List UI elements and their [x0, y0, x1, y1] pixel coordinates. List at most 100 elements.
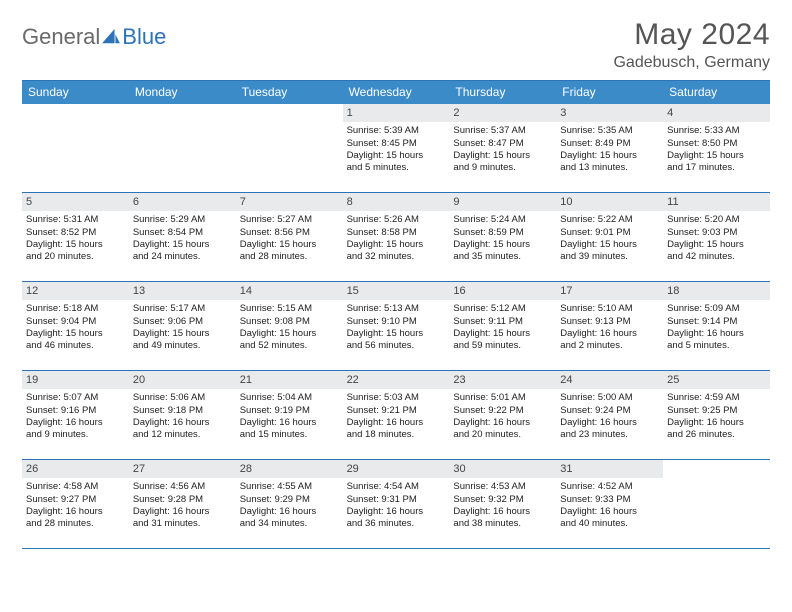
day-cell: 3Sunrise: 5:35 AMSunset: 8:49 PMDaylight…	[556, 104, 663, 192]
daylight1-text: Daylight: 15 hours	[347, 328, 446, 340]
day-cell: 5Sunrise: 5:31 AMSunset: 8:52 PMDaylight…	[22, 193, 129, 281]
day-cell: 11Sunrise: 5:20 AMSunset: 9:03 PMDayligh…	[663, 193, 770, 281]
day-number: 27	[129, 460, 236, 478]
day-cell: 23Sunrise: 5:01 AMSunset: 9:22 PMDayligh…	[449, 371, 556, 459]
weeks-grid: 1Sunrise: 5:39 AMSunset: 8:45 PMDaylight…	[22, 104, 770, 549]
daylight2-text: and 13 minutes.	[560, 162, 659, 174]
day-cell: 13Sunrise: 5:17 AMSunset: 9:06 PMDayligh…	[129, 282, 236, 370]
week-row: 19Sunrise: 5:07 AMSunset: 9:16 PMDayligh…	[22, 371, 770, 460]
sunrise-text: Sunrise: 5:09 AM	[667, 303, 766, 315]
day-number	[236, 104, 343, 122]
daylight1-text: Daylight: 16 hours	[133, 417, 232, 429]
dayname-monday: Monday	[129, 81, 236, 104]
day-cell: 24Sunrise: 5:00 AMSunset: 9:24 PMDayligh…	[556, 371, 663, 459]
day-number: 3	[556, 104, 663, 122]
daylight2-text: and 34 minutes.	[240, 518, 339, 530]
sunrise-text: Sunrise: 5:18 AM	[26, 303, 125, 315]
sunrise-text: Sunrise: 5:06 AM	[133, 392, 232, 404]
daylight2-text: and 5 minutes.	[347, 162, 446, 174]
day-number: 26	[22, 460, 129, 478]
day-cell: 26Sunrise: 4:58 AMSunset: 9:27 PMDayligh…	[22, 460, 129, 548]
dayname-friday: Friday	[556, 81, 663, 104]
day-cell: 22Sunrise: 5:03 AMSunset: 9:21 PMDayligh…	[343, 371, 450, 459]
day-cell: 1Sunrise: 5:39 AMSunset: 8:45 PMDaylight…	[343, 104, 450, 192]
sunset-text: Sunset: 9:06 PM	[133, 316, 232, 328]
daylight2-text: and 9 minutes.	[26, 429, 125, 441]
sunset-text: Sunset: 9:03 PM	[667, 227, 766, 239]
day-cell: 28Sunrise: 4:55 AMSunset: 9:29 PMDayligh…	[236, 460, 343, 548]
sunrise-text: Sunrise: 5:24 AM	[453, 214, 552, 226]
brand-logo: General Blue	[22, 18, 166, 50]
day-number: 6	[129, 193, 236, 211]
sunset-text: Sunset: 9:33 PM	[560, 494, 659, 506]
empty-cell	[663, 460, 770, 548]
day-cell: 10Sunrise: 5:22 AMSunset: 9:01 PMDayligh…	[556, 193, 663, 281]
daylight1-text: Daylight: 15 hours	[347, 239, 446, 251]
title-block: May 2024 Gadebusch, Germany	[613, 18, 770, 72]
dayname-saturday: Saturday	[663, 81, 770, 104]
daylight2-text: and 9 minutes.	[453, 162, 552, 174]
day-number: 4	[663, 104, 770, 122]
sunset-text: Sunset: 9:32 PM	[453, 494, 552, 506]
sunrise-text: Sunrise: 5:13 AM	[347, 303, 446, 315]
daylight2-text: and 2 minutes.	[560, 340, 659, 352]
sunrise-text: Sunrise: 5:37 AM	[453, 125, 552, 137]
day-number	[663, 460, 770, 478]
day-number: 13	[129, 282, 236, 300]
daylight1-text: Daylight: 16 hours	[26, 506, 125, 518]
daylight1-text: Daylight: 15 hours	[133, 328, 232, 340]
day-cell: 29Sunrise: 4:54 AMSunset: 9:31 PMDayligh…	[343, 460, 450, 548]
daylight1-text: Daylight: 15 hours	[453, 150, 552, 162]
sunset-text: Sunset: 9:04 PM	[26, 316, 125, 328]
day-number: 30	[449, 460, 556, 478]
daylight2-text: and 23 minutes.	[560, 429, 659, 441]
week-row: 5Sunrise: 5:31 AMSunset: 8:52 PMDaylight…	[22, 193, 770, 282]
sunset-text: Sunset: 9:22 PM	[453, 405, 552, 417]
daylight1-text: Daylight: 16 hours	[560, 417, 659, 429]
day-cell: 16Sunrise: 5:12 AMSunset: 9:11 PMDayligh…	[449, 282, 556, 370]
sunset-text: Sunset: 8:54 PM	[133, 227, 232, 239]
day-number: 7	[236, 193, 343, 211]
sunset-text: Sunset: 9:31 PM	[347, 494, 446, 506]
sunset-text: Sunset: 9:29 PM	[240, 494, 339, 506]
sunset-text: Sunset: 8:56 PM	[240, 227, 339, 239]
sunset-text: Sunset: 8:49 PM	[560, 138, 659, 150]
day-cell: 6Sunrise: 5:29 AMSunset: 8:54 PMDaylight…	[129, 193, 236, 281]
daylight2-text: and 12 minutes.	[133, 429, 232, 441]
sunrise-text: Sunrise: 5:10 AM	[560, 303, 659, 315]
sunset-text: Sunset: 8:52 PM	[26, 227, 125, 239]
daylight1-text: Daylight: 15 hours	[560, 150, 659, 162]
daylight1-text: Daylight: 16 hours	[453, 506, 552, 518]
dayname-tuesday: Tuesday	[236, 81, 343, 104]
month-title: May 2024	[613, 18, 770, 52]
daylight1-text: Daylight: 15 hours	[560, 239, 659, 251]
sunset-text: Sunset: 9:28 PM	[133, 494, 232, 506]
daylight2-text: and 49 minutes.	[133, 340, 232, 352]
sunset-text: Sunset: 8:58 PM	[347, 227, 446, 239]
sunrise-text: Sunrise: 4:56 AM	[133, 481, 232, 493]
daylight2-text: and 59 minutes.	[453, 340, 552, 352]
day-number: 11	[663, 193, 770, 211]
daylight2-text: and 42 minutes.	[667, 251, 766, 263]
sunrise-text: Sunrise: 5:29 AM	[133, 214, 232, 226]
sunrise-text: Sunrise: 4:55 AM	[240, 481, 339, 493]
sunrise-text: Sunrise: 4:54 AM	[347, 481, 446, 493]
day-cell: 19Sunrise: 5:07 AMSunset: 9:16 PMDayligh…	[22, 371, 129, 459]
sunset-text: Sunset: 9:10 PM	[347, 316, 446, 328]
day-number: 12	[22, 282, 129, 300]
brand-part2: Blue	[122, 24, 166, 50]
sunrise-text: Sunrise: 5:01 AM	[453, 392, 552, 404]
daylight1-text: Daylight: 16 hours	[240, 417, 339, 429]
daylight1-text: Daylight: 15 hours	[667, 239, 766, 251]
sunset-text: Sunset: 9:08 PM	[240, 316, 339, 328]
day-number: 20	[129, 371, 236, 389]
week-row: 26Sunrise: 4:58 AMSunset: 9:27 PMDayligh…	[22, 460, 770, 549]
sunset-text: Sunset: 8:47 PM	[453, 138, 552, 150]
daylight2-text: and 20 minutes.	[453, 429, 552, 441]
empty-cell	[236, 104, 343, 192]
day-cell: 20Sunrise: 5:06 AMSunset: 9:18 PMDayligh…	[129, 371, 236, 459]
sunrise-text: Sunrise: 5:00 AM	[560, 392, 659, 404]
daylight1-text: Daylight: 15 hours	[667, 150, 766, 162]
sunrise-text: Sunrise: 4:53 AM	[453, 481, 552, 493]
brand-part1: General	[22, 24, 100, 50]
